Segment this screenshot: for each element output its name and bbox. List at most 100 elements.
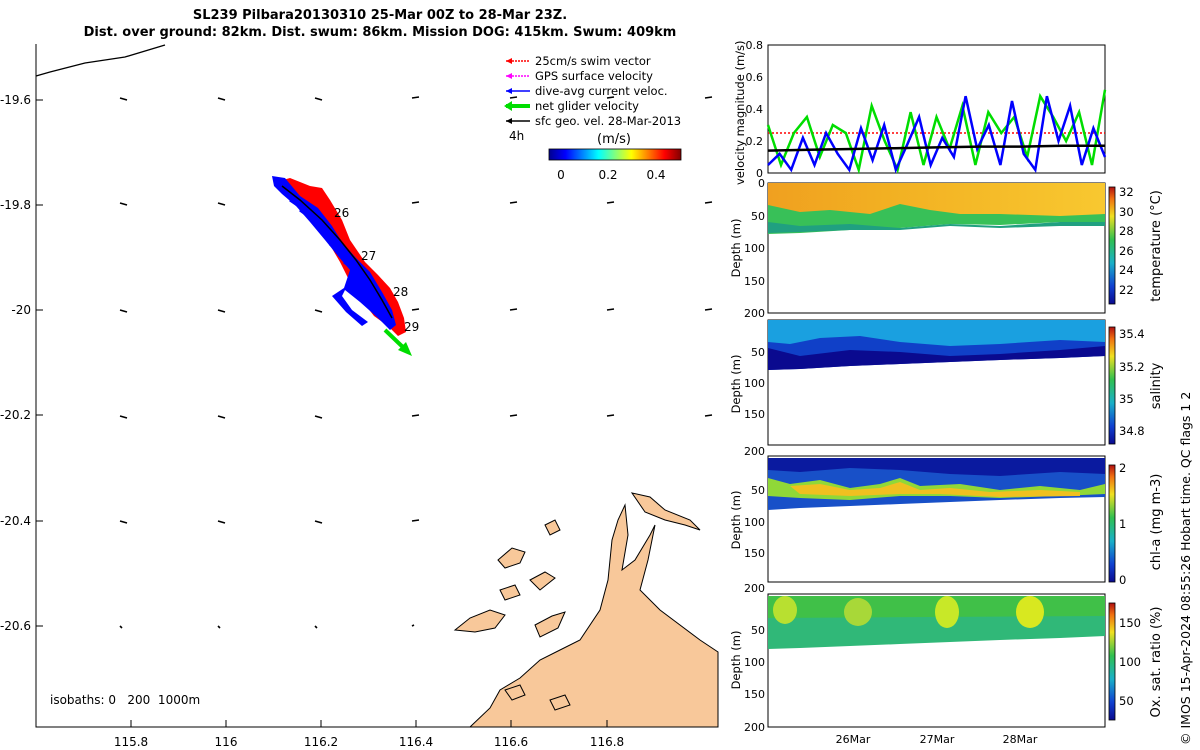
oxygen-high-patch — [844, 598, 872, 626]
track-line — [281, 185, 393, 319]
ox-depth-tick: 150 — [744, 688, 765, 701]
chla-depth-tick: 50 — [751, 484, 765, 497]
depth-ticks: 0 50 100 150 200 50 100 150 200 50 100 1… — [744, 177, 765, 734]
geo-velocity-arrow — [411, 308, 420, 311]
day-label-26: 26 — [334, 206, 349, 220]
geo-velocity-arrow — [217, 202, 226, 206]
chla-upper-layer — [768, 458, 1105, 476]
map-ytick-label: -19.6 — [0, 93, 31, 107]
geo-velocity-arrow — [509, 201, 518, 204]
vel-ytick: 0.2 — [746, 135, 764, 148]
land-coastline — [453, 492, 719, 728]
legend-swim-vector: 25cm/s swim vector — [535, 54, 651, 68]
map-axes-frame — [35, 44, 718, 728]
temp-cbar-tick: 32 — [1119, 185, 1134, 199]
oxygen-high-patch — [935, 596, 959, 628]
geo-velocity-arrow — [119, 202, 128, 206]
geo-velocity-arrow — [509, 308, 518, 311]
map-xtick-label: 116.4 — [399, 735, 433, 749]
geo-velocity-arrow — [314, 625, 318, 629]
geo-velocity-arrow — [509, 96, 518, 99]
sal-depth-tick: 150 — [744, 408, 765, 421]
vel-ytick: 0.8 — [746, 39, 764, 52]
sal-cbar-tick: 34.8 — [1119, 424, 1145, 438]
geo-velocity-arrow — [217, 309, 226, 313]
chla-panel — [767, 455, 1116, 583]
colorbar-tick: 0.2 — [598, 168, 617, 182]
geo-velocity-arrow — [411, 96, 420, 99]
geo-velocity-arrow — [606, 96, 615, 99]
sal-cbar-tick: 35.4 — [1119, 327, 1145, 341]
temperature-panel — [767, 182, 1116, 314]
temp-depth-tick: 100 — [744, 242, 765, 255]
geo-velocity-arrow — [606, 308, 615, 311]
velocity-panel: 0 0.2 0.4 0.6 0.8 velocity magnitude (m/… — [733, 39, 1107, 185]
temp-cbar-tick: 30 — [1119, 205, 1134, 219]
geo-velocity-arrow — [119, 309, 128, 313]
geo-velocity-arrow — [119, 625, 123, 629]
sal-depth-label: Depth (m) — [729, 355, 743, 414]
temp-cbar-tick: 26 — [1119, 244, 1134, 258]
current-velocity-band — [272, 176, 396, 330]
day-label-28: 28 — [393, 285, 408, 299]
sal-cbar-tick: 35.2 — [1119, 360, 1145, 374]
vel-ytick: 0.4 — [746, 103, 764, 116]
geo-velocity-arrow — [119, 97, 128, 101]
legend-current: dive-avg current veloc. — [535, 84, 668, 98]
colorbar-tick: 0.4 — [646, 168, 665, 182]
geo-velocity-arrow — [119, 415, 128, 419]
temp-cbar-tick: 28 — [1119, 224, 1134, 238]
map-y-ticks: -19.6 -19.8 -20 -20.2 -20.4 -20.6 — [0, 93, 43, 633]
map-xtick-label: 116.6 — [494, 735, 528, 749]
colorbar-title: (m/s) — [597, 132, 631, 147]
legend-gps-velocity: GPS surface velocity — [535, 69, 653, 83]
sal-depth-tick: 50 — [751, 346, 765, 359]
map-x-ticks: 115.8 116 116.2 116.4 116.6 116.8 — [114, 720, 624, 749]
geo-velocity-arrow — [217, 97, 226, 101]
geo-velocity-arrow — [606, 201, 615, 204]
temperature-colorbar — [1108, 186, 1116, 305]
sal-depth-tick: 100 — [744, 377, 765, 390]
oxygen-colorbar — [1108, 602, 1116, 721]
map-xtick-label: 115.8 — [114, 735, 148, 749]
geo-velocity-arrow — [314, 309, 323, 313]
temperature-bottom — [768, 222, 1105, 233]
legend-time: 4h — [509, 129, 524, 143]
sal-depth-tick: 200 — [744, 445, 765, 458]
geo-velocity-arrow — [314, 97, 323, 101]
ox-depth-label: Depth (m) — [729, 631, 743, 690]
chla-depth-tick: 200 — [744, 582, 765, 595]
velocity-series-line — [767, 95, 1107, 174]
geo-velocity-arrow — [606, 414, 615, 417]
salinity-deep-layer — [768, 346, 1105, 370]
figure-title-line2: Dist. over ground: 82km. Dist. swum: 86k… — [83, 25, 677, 40]
velocity-y-ticks: 0 0.2 0.4 0.6 0.8 — [746, 39, 764, 180]
chla-cbar-tick: 0 — [1119, 573, 1126, 587]
salinity-panel — [767, 319, 1116, 446]
map-ytick-label: -20 — [11, 303, 31, 317]
geo-velocity-arrow — [314, 415, 323, 419]
chla-depth-tick: 150 — [744, 547, 765, 560]
velocity-series — [766, 89, 1107, 175]
chla-label: chl-a (mg m-3) — [1149, 474, 1164, 571]
glider-track: 26 27 28 29 — [272, 176, 419, 356]
temperature-label: temperature (°C) — [1149, 190, 1164, 302]
chla-colorbar — [1108, 464, 1116, 583]
temp-depth-tick: 0 — [758, 177, 765, 190]
map-panel: 26 27 28 29 115.8 116 116.2 116.4 116.6 … — [0, 44, 719, 749]
ox-cbar-tick: 100 — [1119, 655, 1141, 669]
geo-velocity-arrow — [411, 201, 420, 204]
geo-velocity-arrow — [704, 96, 713, 99]
colorbar-tick: 0 — [557, 168, 565, 182]
map-ytick-label: -19.8 — [0, 198, 31, 212]
salinity-colorbar — [1108, 326, 1116, 445]
chla-depth-tick: 100 — [744, 516, 765, 529]
geo-velocity-arrow — [411, 624, 415, 627]
ox-cbar-tick: 50 — [1119, 694, 1134, 708]
geo-velocity-arrow — [314, 520, 323, 524]
velocity-colorbar — [548, 148, 682, 161]
legend-net-glider: net glider velocity — [535, 99, 639, 113]
depth-labels: Depth (m) Depth (m) Depth (m) Depth (m) — [729, 219, 743, 690]
salinity-label: salinity — [1149, 362, 1164, 409]
